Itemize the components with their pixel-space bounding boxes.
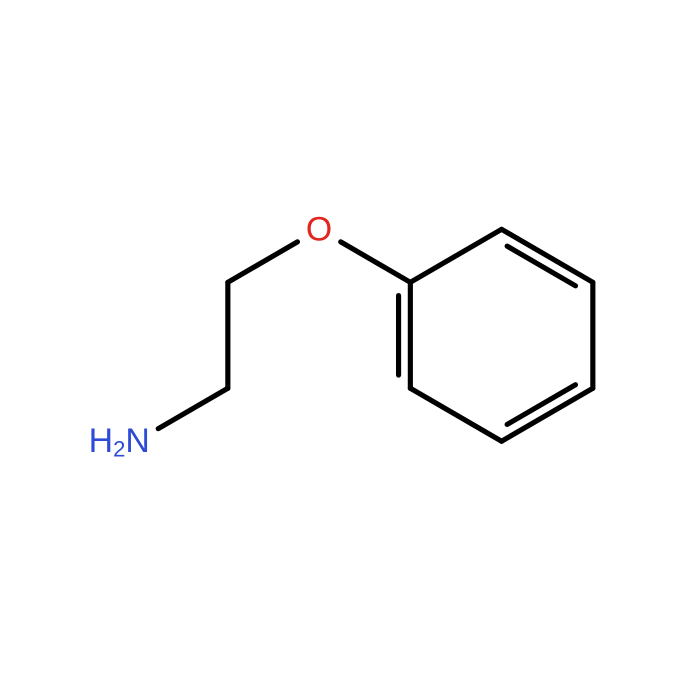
bond [410,229,501,282]
svg-text:O: O [306,210,332,248]
bond [158,388,228,428]
molecule-canvas: H2N O [0,0,700,700]
svg-text:H2N: H2N [89,422,150,461]
atom-label-N: H2N [89,422,150,461]
bond [410,388,501,441]
atom-label-O: O [306,210,332,248]
bond [341,242,411,282]
bond [502,229,593,282]
bond [228,242,298,282]
bond [502,388,593,441]
